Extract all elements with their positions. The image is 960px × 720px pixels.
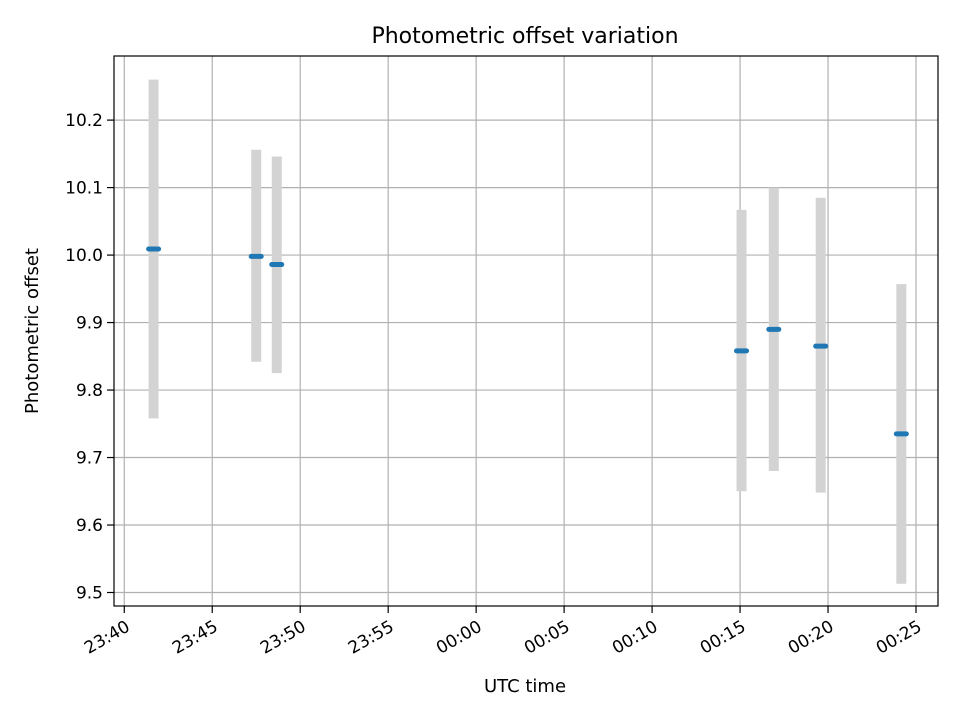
x-tick-label: 23:55 [345,617,397,659]
x-tick-label: 00:10 [609,617,661,659]
errorbars [148,79,907,584]
y-tick-label: 9.5 [76,584,103,604]
x-tick-label: 00:20 [785,617,837,659]
grid [114,56,938,606]
y-tick-label: 10.2 [65,111,103,131]
chart-title: Photometric offset variation [371,24,678,49]
plot-frame [113,55,939,607]
x-tick-label: 00:15 [697,617,749,659]
y-tick-label: 9.8 [76,381,103,401]
x-axis-label: UTC time [484,676,566,697]
y-tick-label: 9.9 [76,314,103,334]
y-axis-ticks: 9.5 9.6 9.7 9.8 9.9 10.0 10.1 10.2 [65,111,114,604]
x-tick-label: 00:05 [521,617,573,659]
x-tick-label: 00:25 [873,617,925,659]
y-tick-label: 9.6 [76,516,103,536]
y-tick-label: 10.0 [65,246,103,266]
data-markers [146,246,909,437]
y-axis-label: Photometric offset [22,248,43,414]
x-tick-label: 23:50 [257,617,309,659]
x-axis-ticks: 23:40 23:45 23:50 23:55 00:00 00:05 00:10 00:15… [81,606,925,659]
x-tick-label: 23:40 [81,617,133,659]
x-tick-label: 00:00 [433,617,485,659]
y-tick-label: 10.1 [65,179,103,199]
y-tick-label: 9.7 [76,449,103,469]
x-tick-label: 23:45 [169,617,221,659]
